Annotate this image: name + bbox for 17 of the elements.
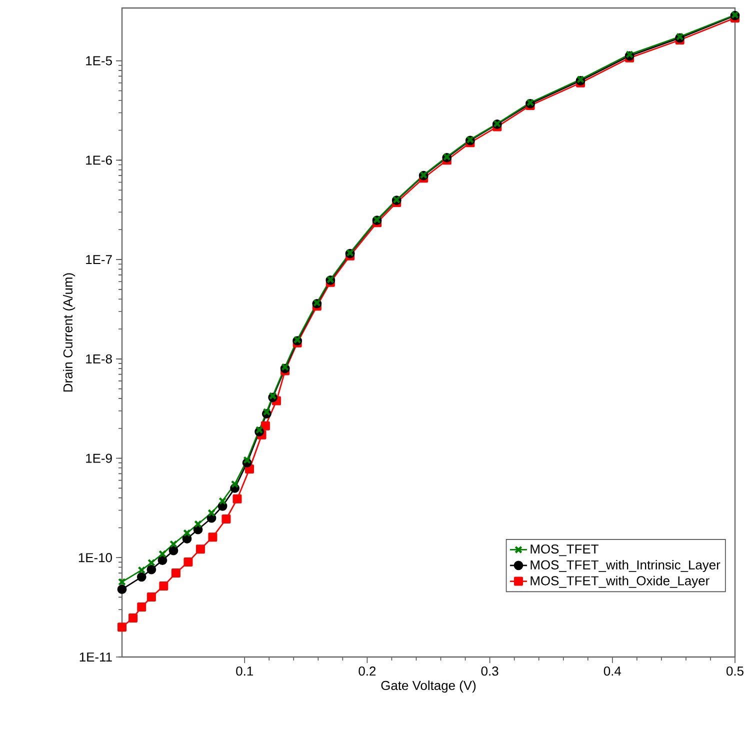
y-tick-label: 1E-5 (86, 56, 112, 66)
x-tick-label: 0.1 (236, 666, 253, 676)
x-tick-label: 0.4 (604, 666, 622, 676)
y-axis-title: Drain Current (A/um) (63, 273, 76, 392)
y-tick-label: 1E-8 (86, 354, 112, 364)
y-tick-label: 1E-10 (78, 553, 112, 562)
legend-label: MOS_TFET (530, 544, 598, 556)
y-tick-label: 1E-9 (86, 454, 112, 463)
y-tick-label: 1E-7 (86, 255, 112, 264)
legend-label: MOS_TFET_with_Oxide_Layer (530, 576, 710, 588)
x-tick-label: 0.3 (481, 666, 498, 676)
y-tick-label: 1E-6 (86, 156, 112, 165)
x-tick-label: 0.2 (358, 666, 376, 676)
legend-label: MOS_TFET_with_Intrinsic_Layer (530, 560, 720, 572)
y-tick-label: 1E-11 (80, 652, 112, 662)
x-tick-label: 0.5 (726, 666, 744, 676)
x-axis-title: Gate Voltage (V) (381, 680, 476, 693)
